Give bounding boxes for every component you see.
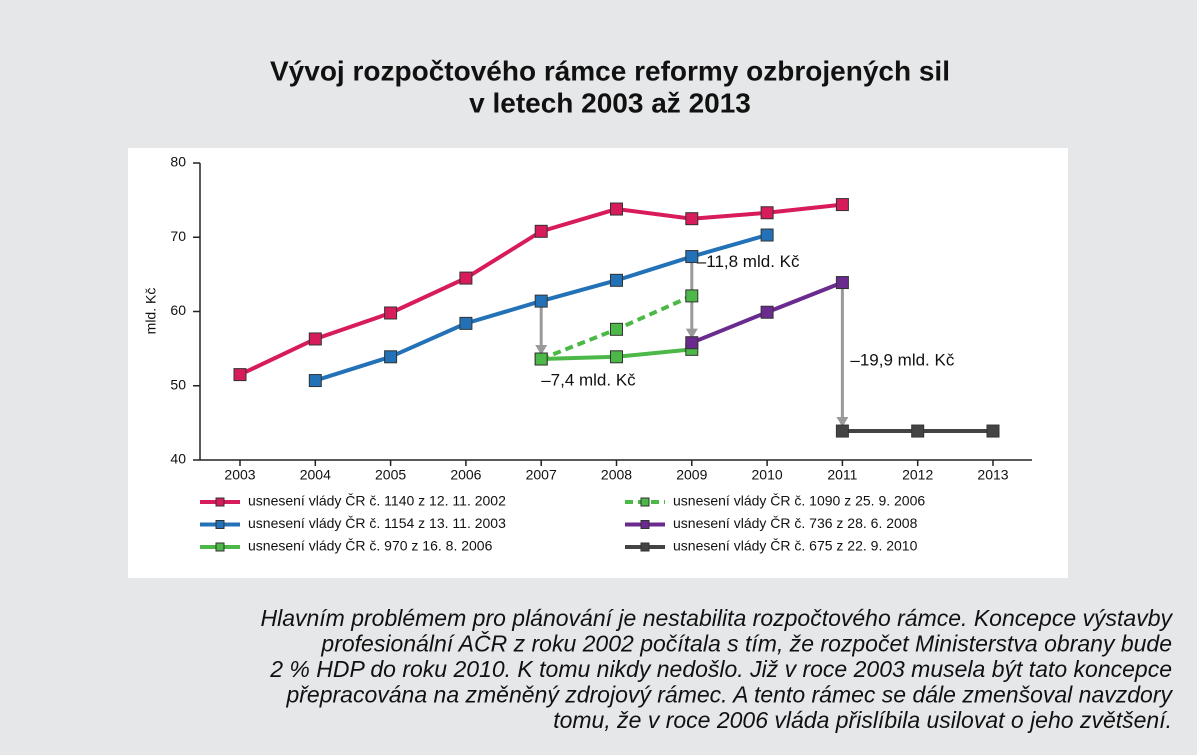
x-tick-label: 2013 bbox=[977, 467, 1008, 483]
arrow-head bbox=[836, 417, 849, 428]
marker bbox=[610, 350, 623, 364]
legend-label: usnesení vlády ČR č. 970 z 16. 8. 2006 bbox=[248, 538, 493, 554]
marker bbox=[384, 306, 398, 320]
arrow-head bbox=[535, 345, 548, 356]
x-tick-label: 2005 bbox=[375, 467, 406, 483]
caption-line: přepracována na změněný zdrojový rámec. … bbox=[285, 682, 1173, 708]
annotation: –7,4 mld. Kč bbox=[541, 371, 636, 390]
caption-line: 2 % HDP do roku 2010. K tomu nikdy nedoš… bbox=[269, 656, 1172, 682]
x-tick-label: 2009 bbox=[676, 467, 707, 483]
marker bbox=[308, 374, 322, 388]
legend-marker bbox=[640, 520, 650, 529]
marker bbox=[308, 332, 322, 346]
marker bbox=[610, 322, 623, 336]
legend-marker bbox=[640, 497, 650, 507]
marker bbox=[685, 212, 699, 226]
marker bbox=[534, 224, 548, 238]
marker bbox=[835, 276, 849, 290]
x-tick-label: 2011 bbox=[827, 467, 857, 483]
marker bbox=[685, 336, 699, 350]
annotation: –11,8 mld. Kč bbox=[697, 252, 800, 271]
marker bbox=[835, 198, 849, 212]
marker bbox=[911, 424, 925, 438]
y-axis-label: mld. Kč bbox=[143, 288, 159, 335]
x-tick-label: 2008 bbox=[601, 467, 632, 483]
annotation: –19,9 mld. Kč bbox=[850, 351, 954, 370]
x-tick-label: 2012 bbox=[902, 467, 933, 483]
x-tick-label: 2004 bbox=[300, 467, 331, 483]
x-tick-label: 2010 bbox=[752, 467, 783, 483]
chart-title: v letech 2003 až 2013 bbox=[469, 87, 751, 118]
legend-marker bbox=[215, 497, 225, 507]
y-tick-label: 80 bbox=[170, 154, 186, 170]
marker bbox=[760, 206, 774, 220]
legend-marker bbox=[215, 542, 225, 552]
marker bbox=[233, 368, 247, 382]
marker bbox=[685, 250, 699, 264]
marker bbox=[986, 424, 1000, 438]
marker bbox=[459, 316, 473, 330]
caption-line: Hlavním problémem pro plánování je nesta… bbox=[260, 605, 1173, 631]
y-tick-label: 50 bbox=[170, 376, 186, 392]
x-tick-label: 2006 bbox=[450, 467, 481, 483]
y-tick-label: 60 bbox=[170, 302, 186, 318]
chart-title: Vývoj rozpočtového rámce reformy ozbroje… bbox=[270, 55, 950, 86]
legend-marker bbox=[640, 542, 650, 552]
arrow-head bbox=[685, 328, 698, 339]
marker bbox=[610, 273, 623, 287]
legend-marker bbox=[215, 520, 225, 529]
marker bbox=[459, 271, 473, 285]
marker bbox=[685, 289, 699, 303]
caption-line: profesionální AČR z roku 2002 počítala s… bbox=[320, 630, 1172, 657]
legend-label: usnesení vlády ČR č. 675 z 22. 9. 2010 bbox=[673, 538, 918, 554]
legend-label: usnesení vlády ČR č. 736 z 28. 6. 2008 bbox=[673, 515, 918, 531]
marker bbox=[760, 228, 774, 242]
y-tick-label: 70 bbox=[170, 228, 186, 244]
legend-label: usnesení vlády ČR č. 1154 z 13. 11. 2003 bbox=[248, 515, 506, 531]
marker bbox=[610, 202, 623, 216]
marker bbox=[835, 424, 849, 438]
marker bbox=[534, 294, 548, 308]
x-tick-label: 2007 bbox=[526, 467, 557, 483]
marker bbox=[384, 350, 398, 364]
x-tick-label: 2003 bbox=[224, 467, 255, 483]
marker bbox=[534, 352, 548, 366]
marker bbox=[760, 305, 774, 319]
caption-line: tomu, že v roce 2006 vláda přislíbila us… bbox=[553, 707, 1172, 733]
chart-panel bbox=[128, 148, 1068, 578]
legend-label: usnesení vlády ČR č. 1090 z 25. 9. 2006 bbox=[673, 493, 925, 509]
y-tick-label: 40 bbox=[170, 451, 186, 467]
legend-label: usnesení vlády ČR č. 1140 z 12. 11. 2002 bbox=[248, 493, 506, 509]
